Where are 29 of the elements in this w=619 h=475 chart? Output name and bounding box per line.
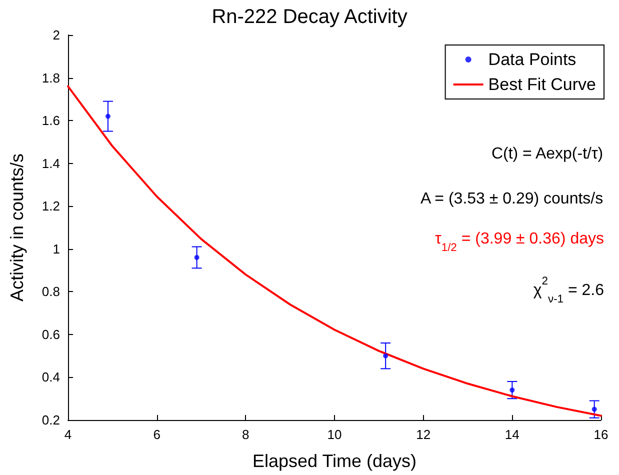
point [510,388,515,393]
x-tick-label: 16 [594,427,608,442]
y-tick-label: 0.2 [42,412,60,428]
point [194,254,200,260]
x-tick-label: 8 [242,427,250,442]
annotation: A = (3.53 ± 0.29) counts/s [420,190,604,208]
x-tick-label: 6 [153,427,160,442]
x-tick-label: 10 [327,427,342,442]
point [105,114,110,119]
y-tick-label: 0.8 [42,284,60,300]
y-tick-label: 1 [52,241,60,256]
y-tick-label: 1.8 [42,70,60,86]
point [383,353,388,358]
y-axis-title: Activity in counts/s [7,153,27,302]
y-tick-label: 1.6 [42,113,60,128]
y-tick-label: 0.6 [42,326,60,342]
legend-label: Data Points [488,50,576,69]
y-tick-label: 1.2 [42,198,60,214]
x-axis-title: Elapsed Time (days) [252,451,417,471]
y-tick-label: 2 [52,28,60,42]
point [592,406,597,412]
chart-title: Rn-222 Decay Activity [212,6,408,28]
annotation: C(t) = Aexp(-t/τ) [491,146,604,162]
x-tick-label: 4 [64,427,72,442]
y-tick-label: 0.4 [42,370,60,385]
x-tick-label: 14 [504,427,520,442]
x-tick-label: 12 [416,427,431,442]
legend-label: Best Fit Curve [488,75,596,94]
y-tick-label: 1.4 [42,156,60,171]
